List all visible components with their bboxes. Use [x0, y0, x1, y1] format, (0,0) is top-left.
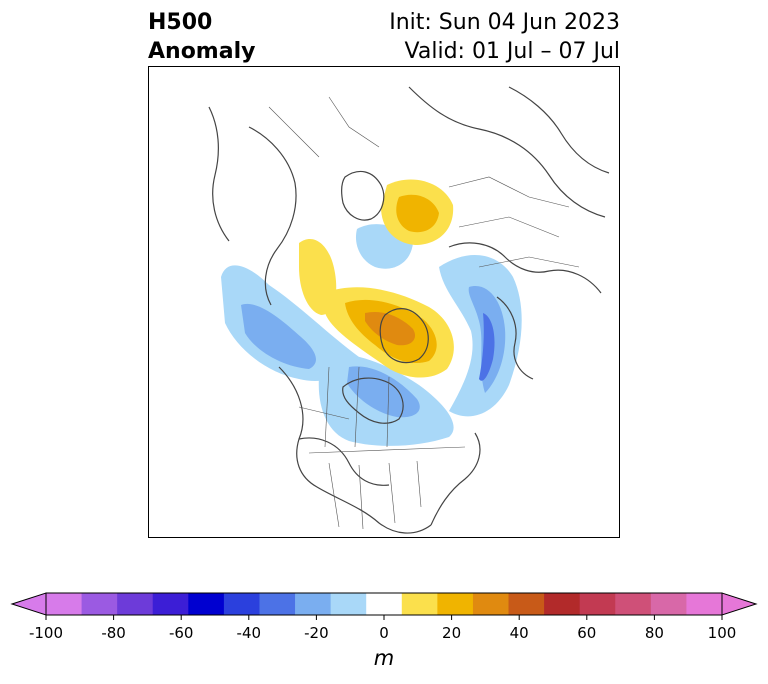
negative-anomaly-east-peak: [479, 313, 495, 381]
colorbar-extend-low: [10, 592, 47, 616]
colorbar-tick-label: -40: [237, 624, 262, 642]
colorbar-tick-label: 60: [577, 624, 596, 642]
colorbar-tick-label: -60: [169, 624, 194, 642]
colorbar-tick-label: 20: [442, 624, 461, 642]
country-borders: [268, 96, 580, 530]
colorbar-cell: [188, 593, 225, 615]
colorbar-cell: [295, 593, 332, 615]
colorbar-cell: [330, 593, 367, 615]
colorbar-cell: [508, 593, 545, 615]
colorbar-tick-label: -20: [304, 624, 329, 642]
valid-range: Valid: 01 Jul – 07 Jul: [404, 39, 620, 64]
init-date: Init: Sun 04 Jun 2023: [389, 10, 620, 35]
colorbar-cell: [259, 593, 296, 615]
map-date-info: Init: Sun 04 Jun 2023 Valid: 01 Jul – 07…: [389, 8, 620, 66]
colorbar-cell: [152, 593, 189, 615]
negative-anomaly-west-core: [241, 303, 316, 369]
colorbar-cell: [615, 593, 652, 615]
map-title: H500 Anomaly: [148, 8, 255, 66]
colorbar-extend-high: [721, 592, 758, 616]
coastlines: [208, 86, 610, 534]
colorbar-cell: [544, 593, 581, 615]
negative-anomaly-east: [439, 254, 522, 417]
colorbar-unit: m: [373, 646, 395, 670]
colorbar-cell: [81, 593, 118, 615]
positive-anomaly-hudson: [299, 238, 337, 315]
colorbar-cell: [117, 593, 154, 615]
colorbar-cell: [579, 593, 616, 615]
anomaly-map: [148, 66, 620, 538]
colorbar-ticks: -100 -80 -60 -40 -20 0 20 40 60 80 100: [29, 615, 736, 642]
colorbar: -100 -80 -60 -40 -20 0 20 40 60 80 100: [10, 592, 758, 642]
colorbar-cell: [401, 593, 438, 615]
colorbar-tick-label: 0: [379, 624, 389, 642]
title-field: Anomaly: [148, 39, 256, 64]
colorbar-tick-label: 100: [708, 624, 737, 642]
colorbar-tick-label: -80: [101, 624, 126, 642]
title-variable: H500: [148, 10, 213, 35]
colorbar-cell: [650, 593, 687, 615]
colorbar-cell: [437, 593, 474, 615]
colorbar-cell: [472, 593, 510, 615]
colorbar-tick-label: -100: [29, 624, 63, 642]
colorbar-tick-label: 40: [510, 624, 529, 642]
colorbar-cells: [10, 592, 758, 616]
map-canvas: [208, 86, 610, 534]
anomaly-fills: [221, 179, 522, 446]
positive-anomaly-barents-core: [396, 194, 439, 233]
negative-anomaly-west: [221, 265, 359, 381]
colorbar-cell: [366, 593, 403, 615]
positive-anomaly-greenland-core: [365, 311, 416, 346]
colorbar-tick-label: 80: [645, 624, 664, 642]
negative-anomaly-canada-core: [347, 366, 420, 418]
colorbar-cell: [686, 593, 723, 615]
colorbar-cell: [46, 593, 83, 615]
colorbar-cell: [223, 593, 260, 615]
